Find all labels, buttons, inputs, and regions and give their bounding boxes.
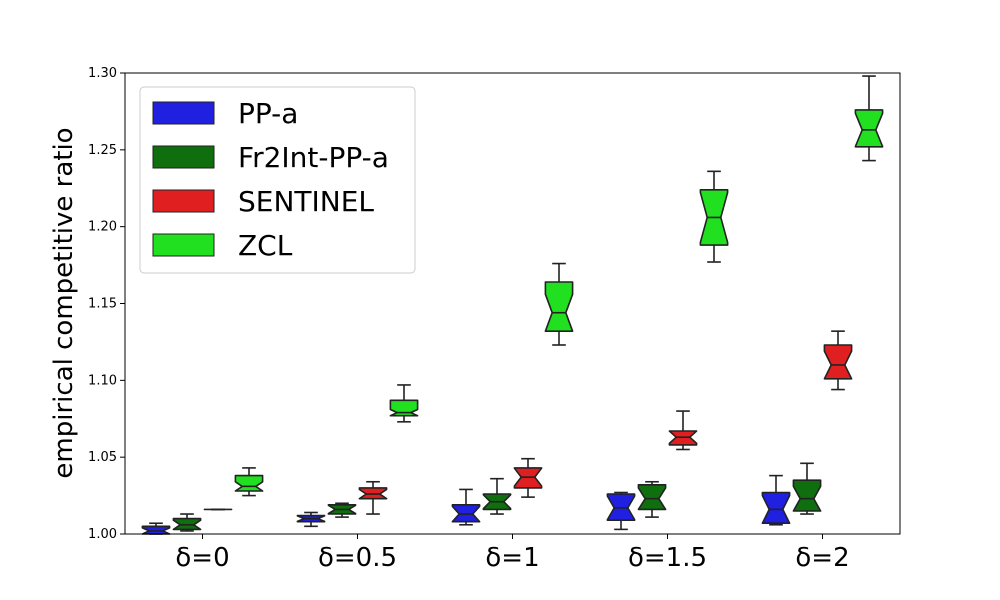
box-fr2int-pp-a: [637, 480, 667, 518]
box-zcl: [389, 384, 419, 423]
x-tick-label: δ=0.5: [318, 543, 397, 573]
box-fr2int-pp-a: [792, 462, 822, 515]
box-body: [544, 281, 574, 333]
y-tick-label: 1.10: [88, 373, 117, 388]
legend-label: PP-a: [238, 97, 298, 130]
x-tick-label: δ=0: [175, 543, 229, 573]
legend-swatch: [152, 145, 215, 169]
y-axis: 1.00 1.05 1.10 1.15 1.20 1.25 1.30: [88, 66, 125, 542]
x-tick-label: δ=1: [485, 543, 539, 573]
legend-swatch: [152, 189, 215, 213]
box-sentinel: [513, 457, 543, 498]
box-zcl: [234, 467, 264, 497]
x-tick-label: δ=2: [795, 543, 849, 573]
legend-swatch: [152, 101, 215, 125]
box-body: [761, 491, 791, 525]
y-tick-label: 1.15: [88, 297, 117, 312]
box-zcl: [699, 170, 729, 263]
legend-frame: [139, 86, 416, 274]
box-zcl: [854, 75, 884, 162]
y-tick-label: 1.00: [88, 527, 117, 542]
box-fr2int-pp-a: [482, 477, 512, 515]
y-axis-title: empirical competitive ratio: [49, 127, 79, 478]
legend-label: SENTINEL: [238, 185, 374, 218]
y-tick-label: 1.30: [88, 66, 117, 81]
box-sentinel: [668, 410, 698, 451]
x-tick-label: δ=1.5: [628, 543, 707, 573]
box-body: [637, 483, 667, 511]
box-pp-a: [606, 491, 636, 531]
legend-label: Fr2Int-PP-a: [238, 141, 389, 174]
box-pp-a: [761, 474, 791, 526]
y-tick-label: 1.20: [88, 220, 117, 235]
box-body: [792, 479, 822, 512]
box-body: [823, 344, 853, 380]
legend-label: ZCL: [238, 229, 293, 262]
plot-area: [141, 75, 884, 535]
legend-swatch: [152, 233, 215, 257]
box-sentinel: [823, 330, 853, 391]
x-axis: δ=0 δ=0.5 δ=1 δ=1.5 δ=2: [175, 534, 850, 573]
legend: PP-a Fr2Int-PP-a SENTINEL ZCL: [139, 86, 416, 274]
box-fr2int-pp-a: [172, 513, 202, 532]
box-pp-a: [141, 522, 171, 535]
box-sentinel: [358, 480, 388, 515]
box-fr2int-pp-a: [327, 502, 357, 518]
box-pp-a: [451, 488, 481, 526]
y-tick-label: 1.25: [88, 143, 117, 158]
box-zcl: [544, 262, 574, 346]
y-tick-label: 1.05: [88, 450, 117, 465]
box-body: [854, 109, 884, 148]
box-body: [234, 474, 264, 492]
box-pp-a: [296, 511, 326, 528]
